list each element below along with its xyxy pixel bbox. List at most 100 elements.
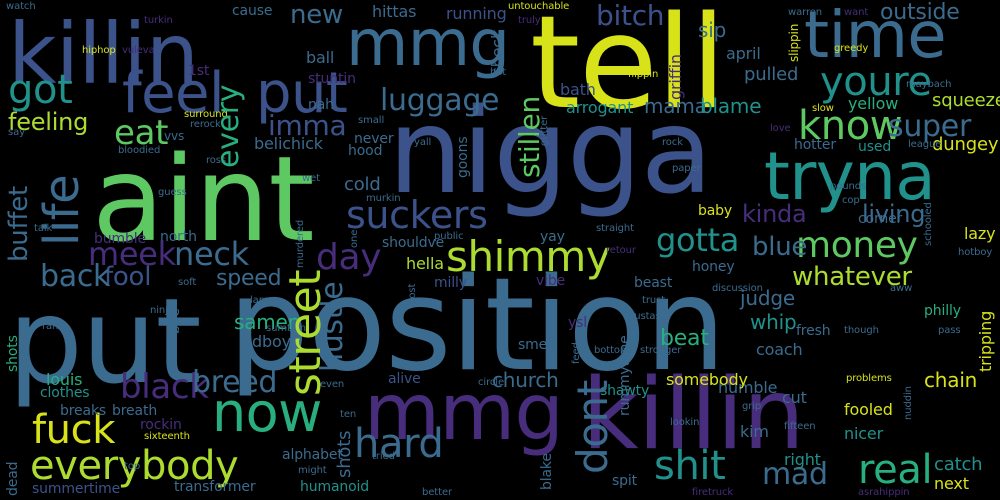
word-breaks: rockin <box>140 417 182 433</box>
word-nicer: cut <box>782 388 807 407</box>
word-tryna: tryna <box>764 138 936 215</box>
word-lazy: lazy <box>964 224 996 243</box>
word-bath: bath <box>560 80 596 99</box>
word-spit: spit <box>612 473 637 489</box>
word-corner: corner <box>858 211 903 227</box>
word-want: want <box>844 7 869 18</box>
word-dboy: dboy <box>252 332 291 351</box>
word-humanoid: summertime <box>32 481 121 497</box>
word-sixteenth: sixteenth <box>144 431 190 442</box>
word-dungey: dungey <box>932 134 999 155</box>
word-samen: samen <box>234 310 301 334</box>
word-pass: pass <box>938 325 961 336</box>
word-real: real <box>858 447 933 493</box>
word-fuck: fuck <box>32 407 115 453</box>
word-ran: ran <box>42 321 59 332</box>
word-hard: hard <box>354 421 444 467</box>
word-youre: youre <box>820 59 932 105</box>
word-whatever: whatever <box>792 262 912 292</box>
word-pounds: pounds <box>830 181 867 192</box>
word-asrahippin: asrahippin <box>858 487 910 498</box>
word-bee: bee <box>167 308 183 334</box>
word-yellow: yellow <box>848 94 899 113</box>
word-circle: circle <box>478 377 504 388</box>
word-breath: alphabet <box>282 447 343 463</box>
word-imma: imma <box>268 109 347 142</box>
word-griffin: griffin <box>666 54 685 100</box>
word-cop: cop <box>842 195 860 206</box>
word-cost: cost <box>407 283 418 304</box>
word-breed: breed <box>192 365 278 400</box>
word-blue: blue <box>752 232 808 262</box>
word-louis: breaks <box>60 403 107 419</box>
word-somebody: blake <box>539 453 555 490</box>
word-lookin: lookin <box>670 417 700 428</box>
word-vuleva: vuleva <box>122 45 155 56</box>
word-greedy: greedy <box>834 43 869 54</box>
word-outside: outside <box>880 0 960 25</box>
word-stuntin: hittas <box>372 2 417 21</box>
word-buffet: buffet <box>4 186 34 262</box>
word-tried: tried <box>372 451 395 462</box>
word-slow: slow <box>812 103 834 114</box>
word-might: might <box>298 465 327 476</box>
word-flippin: flippin <box>628 69 659 80</box>
word-mmg-bottom: mmg <box>364 368 564 458</box>
word-1st: 1st <box>188 63 210 79</box>
word-suckers: suckers <box>346 193 488 237</box>
word-feel: feel <box>122 61 225 126</box>
word-living: living <box>862 200 926 228</box>
word-league: league <box>908 139 942 150</box>
word-talk: talk <box>34 223 53 234</box>
word-time: time <box>804 0 947 73</box>
word-watch: watch <box>6 1 36 12</box>
word-surround: surround <box>184 109 228 120</box>
word-sip: sip <box>698 18 727 42</box>
word-even: even <box>320 379 345 390</box>
word-hella: vibe <box>536 273 566 289</box>
word-life: life <box>34 174 90 246</box>
word-check: shouldve <box>382 235 445 251</box>
word-nuddin: nuddin <box>903 386 914 420</box>
word-hittas: running <box>446 4 507 23</box>
word-kinda: kinda <box>742 200 807 228</box>
word-mmg-top: mmg <box>346 7 510 81</box>
word-mama: mama <box>644 94 707 118</box>
word-firetruck: firetruck <box>692 487 734 498</box>
word-church: church <box>492 368 559 392</box>
word-guess: guess <box>158 187 187 198</box>
word-bloodied: bloodied <box>118 145 161 156</box>
word-hustle: hustle <box>315 281 350 372</box>
word-hiphop: hiphop <box>82 45 116 56</box>
word-chain: chain <box>924 368 978 392</box>
word-cold: shots <box>334 430 355 478</box>
word-shawty: alive <box>388 371 421 387</box>
word-coach: louis <box>46 370 83 389</box>
word-beat: beat <box>660 326 709 351</box>
word-shit: shit <box>654 443 726 489</box>
word-april: april <box>726 44 761 63</box>
word-paper: paper <box>672 163 701 174</box>
word-shouldve: north <box>160 229 197 245</box>
word-speed: speed <box>216 266 282 291</box>
word-ninja: ninja <box>150 305 174 316</box>
word-fool: fool <box>104 262 152 292</box>
word-put-medium: put <box>256 61 348 126</box>
word-back: back <box>40 259 111 294</box>
word-vibe: milly <box>434 275 467 291</box>
word-ball: stuntin <box>308 71 356 87</box>
word-whip: whip <box>750 310 797 334</box>
word-gotta: gotta <box>656 221 739 259</box>
word-running: cause <box>232 3 273 19</box>
word-tell: tell <box>530 0 726 138</box>
word-truly: truly <box>518 15 541 26</box>
word-pulled: pulled <box>744 64 799 85</box>
word-ysl: fresh <box>796 323 831 339</box>
word-better: better <box>422 487 453 498</box>
word-beast: honey <box>692 259 735 275</box>
word-feed: feed <box>571 342 582 364</box>
word-hotter: hotter <box>794 137 836 153</box>
word-slippin: slippin <box>787 23 801 62</box>
word-blame: blame <box>700 94 762 118</box>
